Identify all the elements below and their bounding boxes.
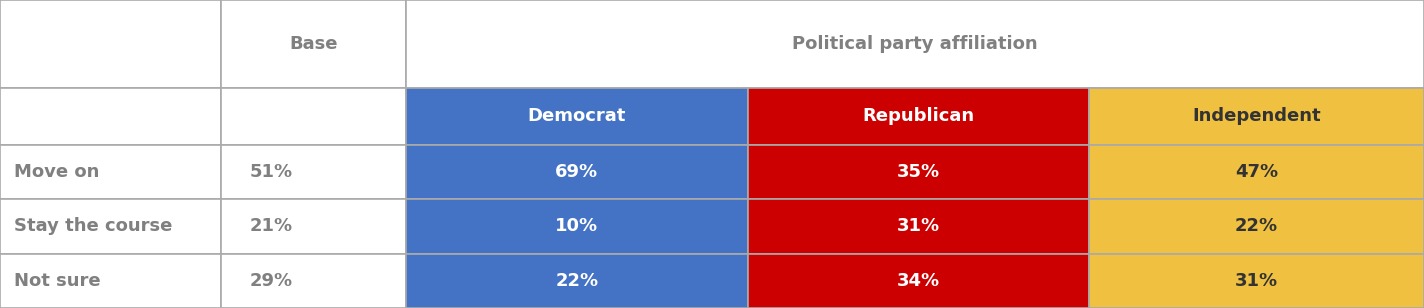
- Bar: [0, 145, 221, 199]
- Text: 51%: 51%: [249, 163, 292, 181]
- Bar: [748, 199, 1089, 253]
- Text: Not sure: Not sure: [14, 272, 101, 290]
- Text: Independent: Independent: [1192, 107, 1321, 125]
- Text: Move on: Move on: [14, 163, 100, 181]
- Bar: [221, 88, 406, 145]
- Bar: [0, 0, 221, 88]
- Text: Stay the course: Stay the course: [14, 217, 172, 235]
- Text: Political party affiliation: Political party affiliation: [792, 35, 1038, 53]
- Text: 69%: 69%: [555, 163, 598, 181]
- Text: Democrat: Democrat: [527, 107, 627, 125]
- Bar: [221, 199, 406, 253]
- Text: Republican: Republican: [863, 107, 974, 125]
- Bar: [748, 253, 1089, 308]
- Text: Base: Base: [289, 35, 337, 53]
- Bar: [406, 88, 748, 145]
- Text: 34%: 34%: [897, 272, 940, 290]
- Bar: [221, 0, 406, 88]
- Bar: [406, 0, 1424, 88]
- Bar: [406, 145, 748, 199]
- Text: 21%: 21%: [249, 217, 292, 235]
- Bar: [0, 253, 221, 308]
- Text: 31%: 31%: [897, 217, 940, 235]
- Bar: [1089, 199, 1424, 253]
- Bar: [0, 199, 221, 253]
- Bar: [1089, 145, 1424, 199]
- Bar: [221, 145, 406, 199]
- Bar: [748, 88, 1089, 145]
- Bar: [0, 88, 221, 145]
- Text: 29%: 29%: [249, 272, 292, 290]
- Bar: [1089, 253, 1424, 308]
- Bar: [748, 145, 1089, 199]
- Text: 10%: 10%: [555, 217, 598, 235]
- Text: 47%: 47%: [1235, 163, 1279, 181]
- Text: 35%: 35%: [897, 163, 940, 181]
- Bar: [221, 253, 406, 308]
- Bar: [406, 199, 748, 253]
- Bar: [406, 253, 748, 308]
- Bar: [1089, 88, 1424, 145]
- Text: 22%: 22%: [555, 272, 598, 290]
- Text: 31%: 31%: [1235, 272, 1279, 290]
- Text: 22%: 22%: [1235, 217, 1279, 235]
